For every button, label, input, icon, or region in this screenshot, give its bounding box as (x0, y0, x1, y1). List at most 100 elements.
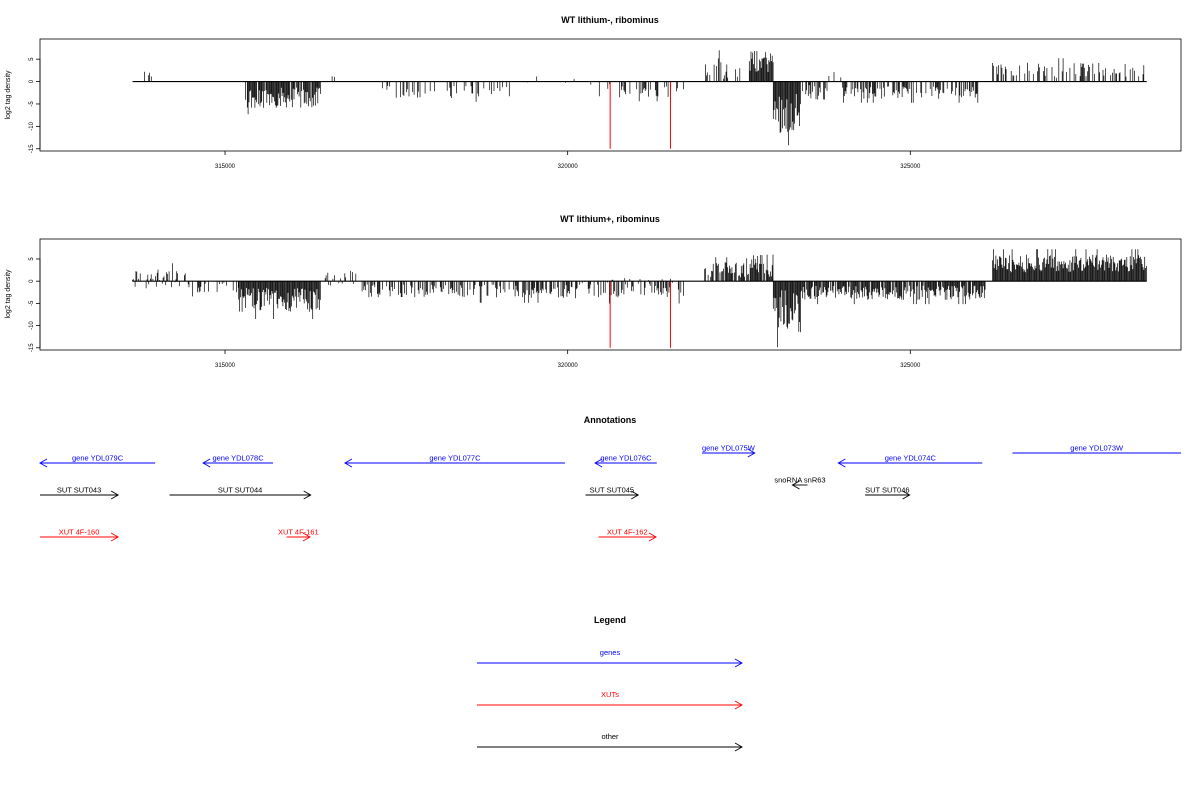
arrow-head (734, 742, 743, 752)
annotations-panel: Annotations gene YDL079C gene YDL078C gene… (39, 415, 1181, 542)
density-bar-group (132, 263, 186, 289)
density-bar-group (324, 270, 357, 286)
legend-label: XUTs (601, 690, 619, 699)
density-panel-lithium-minus: WT lithium-, ribominus 5 0 -5 -10 -15 315000… (5, 15, 1182, 170)
density-bar-group (802, 81, 828, 100)
y-axis: 5 0 -5 -10 -15 (29, 57, 41, 153)
legend-title: Legend (594, 615, 626, 625)
arrow-head (631, 490, 640, 500)
density-bar-group (238, 281, 321, 319)
legend-label: other (601, 732, 619, 741)
annotation-xut-4f-160: XUT 4F-160 (40, 528, 120, 542)
density-bar-group (144, 71, 152, 82)
density-bar-group (828, 72, 842, 82)
annotation-gene-ydl075w: gene YDL075W (702, 444, 756, 458)
arrow-head (110, 532, 120, 542)
feature-label: gene YDL077C (429, 454, 481, 463)
y-tick-label: -10 (29, 321, 35, 330)
density-bar-group (187, 281, 239, 297)
highlight-bars (609, 281, 671, 348)
annotation-snorna-snr63: snoRNA snR63 (774, 476, 826, 490)
x-axis: 315000 320000 325000 (215, 151, 921, 170)
feature-label: gene YDL078C (212, 454, 264, 463)
annotations-title: Annotations (584, 415, 637, 425)
y-tick-label: 5 (29, 257, 35, 261)
arrow-head (837, 458, 846, 468)
arrow-head (110, 490, 120, 500)
annotation-gene-ydl074c: gene YDL074C (837, 454, 983, 468)
y-tick-label: -5 (29, 101, 35, 107)
annotation-xut-4f-162: XUT 4F-162 (598, 528, 657, 542)
y-axis-label: log2 tag density (5, 70, 12, 120)
density-bar-group (772, 81, 801, 146)
legend-item-xuts: XUTs (477, 690, 743, 710)
density-bar-group (772, 281, 801, 348)
arrow-head (344, 458, 353, 468)
x-tick-label: 325000 (900, 164, 921, 170)
annotation-sut-sut044: SUT SUT044 (169, 486, 312, 500)
y-tick-label: -15 (29, 144, 35, 153)
density-bar-group (748, 50, 774, 82)
feature-label: XUT 4F-162 (607, 528, 648, 537)
feature-label: SUT SUT046 (865, 486, 909, 495)
feature-label: XUT 4F-161 (278, 528, 319, 537)
y-axis-label: log2 tag density (5, 269, 12, 319)
y-tick-label: -10 (29, 121, 35, 130)
arrow-head (202, 458, 211, 468)
y-tick-label: 5 (29, 57, 35, 61)
density-bar-group (705, 50, 729, 82)
arrow-head (302, 532, 311, 542)
y-tick-label: -5 (29, 300, 35, 306)
annotation-xut-4f-161: XUT 4F-161 (278, 528, 319, 542)
arrow-head (734, 700, 743, 710)
annotation-sut-sut043: SUT SUT043 (40, 486, 120, 500)
arrow-head (303, 490, 312, 500)
density-bars (132, 249, 1147, 348)
density-bar-group (746, 254, 774, 282)
density-panel-lithium-plus: WT lithium+, ribominus 5 0 -5 -10 -15 315000… (5, 214, 1182, 369)
legend-label: genes (600, 648, 621, 657)
feature-label: gene YDL075W (702, 444, 756, 453)
y-tick-label: 0 (29, 79, 35, 83)
x-axis: 315000 320000 325000 (215, 350, 921, 369)
feature-label: gene YDL074C (885, 454, 937, 463)
y-axis: 5 0 -5 -10 -15 (29, 257, 41, 352)
x-tick-label: 320000 (558, 164, 579, 170)
density-bar-group (735, 68, 741, 82)
arrow-head (747, 448, 756, 458)
legend-items: genes XUTs other (477, 648, 743, 752)
panel-title: WT lithium-, ribominus (561, 15, 659, 25)
annotation-gene-ydl077c: gene YDL077C (344, 454, 565, 468)
density-bar-group (992, 58, 1145, 82)
feature-label: SUT SUT044 (218, 486, 262, 495)
feature-label: gene YDL073W (1070, 444, 1124, 453)
density-bar-group (581, 278, 684, 304)
highlight-bars (609, 81, 671, 149)
density-bar-group (800, 281, 986, 305)
x-tick-label: 315000 (215, 363, 236, 369)
feature-label: snoRNA snR63 (774, 476, 825, 485)
x-tick-label: 315000 (215, 164, 236, 170)
legend-item-other: other (477, 732, 743, 752)
y-tick-label: -15 (29, 343, 35, 352)
arrow-head (648, 532, 657, 542)
x-tick-label: 325000 (900, 363, 921, 369)
feature-label: SUT SUT045 (590, 486, 634, 495)
density-bars (144, 50, 1145, 146)
arrow-head (734, 658, 743, 668)
legend-item-genes: genes (477, 648, 743, 668)
annotation-sut-sut046: SUT SUT046 (865, 486, 911, 500)
feature-label: SUT SUT043 (57, 486, 101, 495)
arrow-head (902, 490, 911, 500)
y-tick-label: 0 (29, 279, 35, 283)
arrow-head (39, 458, 48, 468)
arrow-head (791, 480, 800, 490)
density-bar-group (590, 81, 684, 102)
annotation-features: gene YDL079C gene YDL078C gene YDL077C gene… (39, 444, 1181, 542)
legend-panel: Legend genes XUTs other (477, 615, 743, 752)
feature-label: gene YDL079C (72, 454, 124, 463)
feature-label: gene YDL076C (600, 454, 652, 463)
feature-label: XUT 4F-160 (59, 528, 100, 537)
annotation-gene-ydl073w: gene YDL073W (1012, 444, 1181, 454)
